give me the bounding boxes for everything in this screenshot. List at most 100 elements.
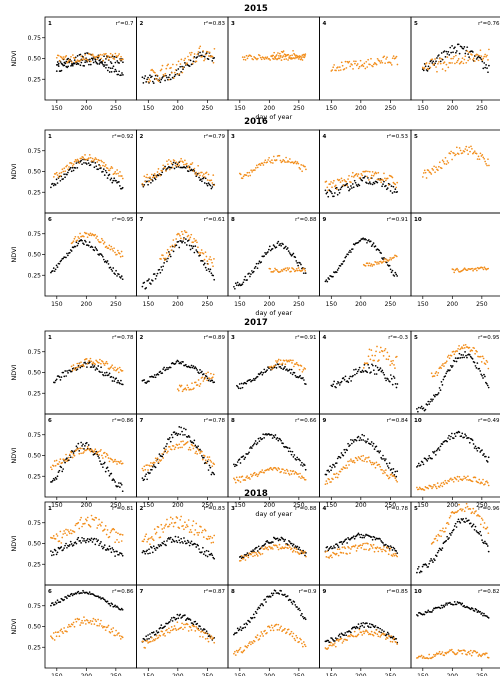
ndvi-point xyxy=(438,54,440,56)
ndvi-point xyxy=(386,187,389,189)
gcc-point xyxy=(65,453,67,456)
ndvi-point xyxy=(101,371,103,374)
panel-frame xyxy=(410,413,500,498)
gcc-point xyxy=(209,377,211,380)
gcc-point xyxy=(341,64,344,67)
gcc-point xyxy=(110,56,113,58)
panel-label: 2 xyxy=(140,506,144,512)
gcc-point xyxy=(485,527,488,530)
gcc-point xyxy=(206,538,209,541)
ndvi-point xyxy=(339,265,342,267)
ndvi-point xyxy=(361,369,364,372)
gcc-point xyxy=(160,258,162,260)
ndvi-point xyxy=(55,478,58,480)
gcc-point xyxy=(446,482,448,485)
ndvi-point xyxy=(117,606,119,609)
gcc-point xyxy=(68,166,70,168)
gcc-point xyxy=(102,242,105,245)
ndvi-point xyxy=(483,373,485,376)
gcc-point xyxy=(159,536,162,539)
gcc-point xyxy=(163,257,165,260)
ndvi-point xyxy=(339,188,342,191)
gcc-point xyxy=(476,158,479,160)
ndvi-point xyxy=(259,604,262,607)
ndvi-point xyxy=(371,243,374,246)
gcc-point xyxy=(159,174,162,177)
gcc-point xyxy=(184,57,186,60)
gcc-point xyxy=(170,162,173,165)
ndvi-point xyxy=(207,379,210,382)
ndvi-point xyxy=(458,352,461,355)
gcc-point xyxy=(453,55,455,58)
gcc-point xyxy=(54,538,57,540)
ndvi-point xyxy=(440,381,443,383)
gcc-point xyxy=(61,168,64,171)
gcc-point xyxy=(461,508,464,511)
ndvi-point xyxy=(105,261,108,264)
gcc-point xyxy=(93,450,96,452)
ndvi-point xyxy=(370,536,373,538)
gcc-point xyxy=(198,629,200,632)
ndvi-point xyxy=(85,163,88,165)
ndvi-point xyxy=(238,458,241,461)
ndvi-point xyxy=(487,617,490,619)
ndvi-point xyxy=(167,167,169,169)
ndvi-point xyxy=(210,187,213,190)
ndvi-point xyxy=(122,61,124,64)
gcc-point xyxy=(472,57,475,60)
gcc-point xyxy=(197,534,199,536)
gcc-point xyxy=(241,177,244,180)
ndvi-point xyxy=(141,477,144,479)
ndvi-point xyxy=(111,547,114,549)
ndvi-point xyxy=(65,375,67,377)
ndvi-point xyxy=(371,538,374,541)
gcc-point xyxy=(366,630,368,632)
ndvi-point xyxy=(303,616,306,619)
ndvi-point xyxy=(243,623,246,626)
ndvi-point xyxy=(192,60,195,63)
ndvi-point xyxy=(99,58,102,61)
gcc-point xyxy=(244,559,247,561)
ndvi-point xyxy=(119,608,122,611)
gcc-point xyxy=(332,478,334,481)
ndvi-point xyxy=(362,622,365,624)
gcc-point xyxy=(380,60,383,62)
ndvi-point xyxy=(166,260,168,263)
ndvi-point xyxy=(154,549,157,551)
gcc-point xyxy=(343,546,346,548)
ndvi-point xyxy=(375,445,378,448)
ndvi-point xyxy=(52,267,55,269)
ndvi-point xyxy=(454,46,456,49)
gcc-point xyxy=(480,155,483,157)
gcc-point xyxy=(173,245,176,248)
gcc-point xyxy=(437,62,439,65)
gcc-point xyxy=(384,633,386,635)
gcc-point xyxy=(284,469,286,472)
r-squared-label: r²=0.53 xyxy=(387,133,409,140)
ndvi-point xyxy=(482,454,484,456)
gcc-point xyxy=(464,506,467,509)
gcc-point xyxy=(433,653,435,656)
gcc-point xyxy=(210,635,213,638)
ndvi-point xyxy=(115,269,117,272)
gcc-point xyxy=(378,463,381,466)
ndvi-point xyxy=(97,455,99,458)
ndvi-point xyxy=(286,595,289,597)
ndvi-point xyxy=(393,377,396,379)
ndvi-point xyxy=(357,623,360,625)
gcc-point xyxy=(461,57,464,60)
gcc-point xyxy=(104,525,107,527)
ndvi-point xyxy=(439,60,442,63)
gcc-point xyxy=(370,263,373,265)
gcc-point xyxy=(358,628,361,631)
gcc-point xyxy=(251,551,253,554)
ndvi-point xyxy=(51,602,54,604)
gcc-point xyxy=(471,54,473,56)
gcc-point xyxy=(285,543,287,546)
ndvi-point xyxy=(234,287,236,290)
gcc-point xyxy=(245,54,248,57)
gcc-point xyxy=(366,175,368,178)
gcc-point xyxy=(263,548,266,550)
